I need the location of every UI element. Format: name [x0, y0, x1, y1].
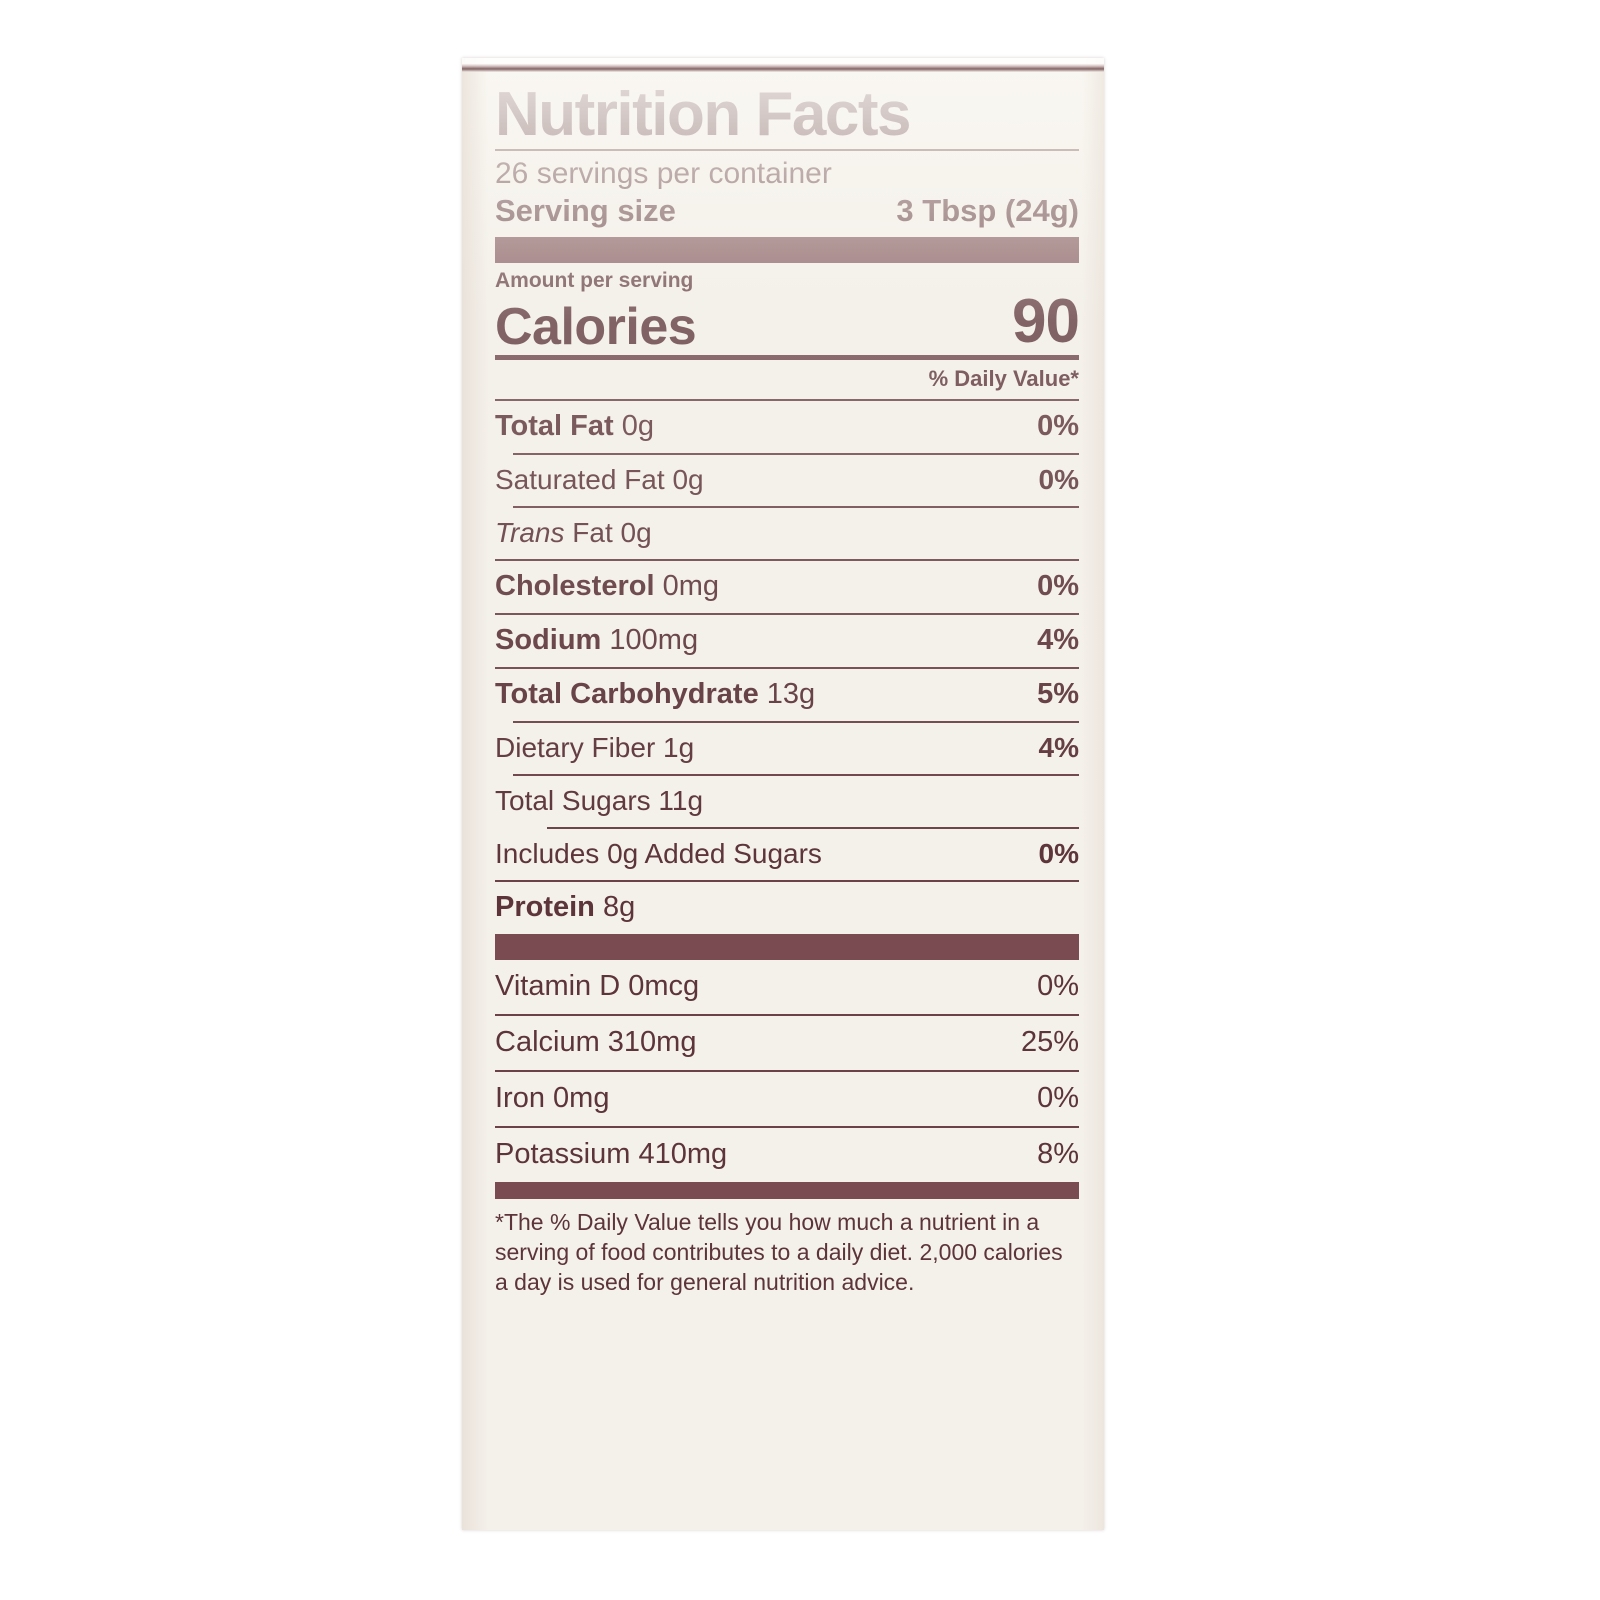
- calories-value: 90: [1012, 287, 1080, 357]
- divider-above-trans-fat: [513, 505, 1079, 508]
- nutrient-name-saturated-fat: Saturated Fat 0g: [495, 463, 704, 495]
- divider-above-cholesterol: [495, 558, 1079, 561]
- divider-above-iron: [495, 1069, 1079, 1072]
- micronutrient-name-potassium: Potassium 410mg: [495, 1137, 728, 1170]
- divider-heavy-top: [495, 237, 1079, 264]
- serving-size-value: 3 Tbsp (24g): [896, 193, 1079, 229]
- divider-above-added-sugars: [547, 826, 1079, 829]
- micronutrient-row-vitamin-d: Vitamin D 0mcg 0%: [495, 960, 1079, 1014]
- nutrient-row-cholesterol: Cholesterol 0mg 0%: [495, 561, 1079, 613]
- calories-label: Calories: [495, 298, 697, 357]
- divider-above-sodium: [495, 612, 1079, 615]
- nutrition-facts-package-panel: Nutrition Facts 26 servings per containe…: [462, 58, 1104, 1530]
- nutrient-name-added-sugars: Includes 0g Added Sugars: [495, 837, 822, 869]
- servings-per-container: 26 servings per container: [495, 156, 832, 190]
- carton-top-edge: [462, 58, 1104, 72]
- nutrient-name-total-fat: Total Fat 0g: [495, 409, 655, 442]
- daily-value-header: % Daily Value*: [928, 365, 1079, 391]
- micronutrient-dv-iron: 0%: [1037, 1081, 1079, 1114]
- divider-above-saturated-fat: [513, 452, 1079, 455]
- nutrient-dv-dietary-fiber: 4%: [1038, 731, 1079, 763]
- nutrient-name-dietary-fiber: Dietary Fiber 1g: [495, 731, 695, 763]
- calories-row: Calories 90: [495, 287, 1080, 357]
- nutrient-dv-cholesterol: 0%: [1037, 569, 1079, 602]
- nutrient-name-total-sugars: Total Sugars 11g: [495, 784, 704, 816]
- divider-above-total-fat: [495, 398, 1079, 401]
- amount-per-serving-label: Amount per serving: [495, 269, 694, 293]
- serving-size-row: Serving size 3 Tbsp (24g): [495, 192, 1079, 237]
- nutrient-name-sodium: Sodium 100mg: [495, 623, 699, 656]
- micronutrient-name-iron: Iron 0mg: [495, 1081, 610, 1114]
- nutrient-row-total-carbohydrate: Total Carbohydrate 13g 5%: [495, 669, 1079, 721]
- nutrition-facts-label: Nutrition Facts 26 servings per containe…: [495, 80, 1080, 1298]
- nutrient-row-total-fat: Total Fat 0g 0%: [495, 401, 1079, 453]
- micronutrient-dv-vitamin-d: 0%: [1037, 969, 1079, 1002]
- micronutrient-row-potassium: Potassium 410mg 8%: [495, 1128, 1079, 1182]
- nutrient-dv-total-carbohydrate: 5%: [1037, 677, 1079, 710]
- divider-heavy-before-micronutrients: [495, 933, 1079, 960]
- nutrient-name-total-carbohydrate: Total Carbohydrate 13g: [495, 677, 816, 710]
- nutrient-dv-sodium: 4%: [1037, 623, 1079, 656]
- nutrient-row-added-sugars: Includes 0g Added Sugars 0%: [495, 829, 1079, 880]
- serving-size-label: Serving size: [495, 193, 676, 229]
- label-title: Nutrition Facts: [495, 80, 911, 149]
- micronutrient-name-calcium: Calcium 310mg: [495, 1025, 697, 1058]
- nutrient-row-protein: Protein 8g: [495, 882, 1079, 934]
- divider-above-total-sugars: [513, 773, 1079, 776]
- nutrient-dv-total-fat: 0%: [1037, 409, 1079, 442]
- micronutrient-dv-calcium: 25%: [1020, 1025, 1079, 1058]
- nutrient-row-sodium: Sodium 100mg 4%: [495, 615, 1079, 667]
- divider-above-calcium: [495, 1013, 1079, 1016]
- micronutrient-dv-potassium: 8%: [1037, 1137, 1079, 1170]
- divider-under-calories: [495, 354, 1079, 360]
- micronutrient-row-iron: Iron 0mg 0%: [495, 1072, 1079, 1126]
- nutrient-dv-saturated-fat: 0%: [1038, 463, 1079, 495]
- nutrient-name-trans-fat: Trans Fat 0g: [495, 516, 652, 548]
- micronutrient-name-vitamin-d: Vitamin D 0mcg: [495, 969, 700, 1002]
- nutrient-row-total-sugars: Total Sugars 11g: [495, 776, 1079, 827]
- divider-above-dietary-fiber: [513, 720, 1079, 723]
- nutrient-row-saturated-fat: Saturated Fat 0g 0%: [495, 455, 1079, 506]
- nutrient-row-dietary-fiber: Dietary Fiber 1g 4%: [495, 723, 1079, 774]
- divider-above-protein: [495, 879, 1079, 882]
- divider-above-total-carbohydrate: [495, 666, 1079, 669]
- divider-above-potassium: [495, 1125, 1079, 1128]
- nutrient-dv-added-sugars: 0%: [1038, 837, 1079, 869]
- nutrient-name-cholesterol: Cholesterol 0mg: [495, 569, 720, 602]
- divider-heavy-before-footnote: [495, 1181, 1079, 1199]
- divider-under-title: [495, 148, 1079, 151]
- micronutrient-row-calcium: Calcium 310mg 25%: [495, 1016, 1079, 1070]
- nutrient-name-protein: Protein 8g: [495, 890, 636, 923]
- daily-value-footnote: *The % Daily Value tells you how much a …: [495, 1208, 1063, 1295]
- nutrient-row-trans-fat: Trans Fat 0g: [495, 508, 1079, 559]
